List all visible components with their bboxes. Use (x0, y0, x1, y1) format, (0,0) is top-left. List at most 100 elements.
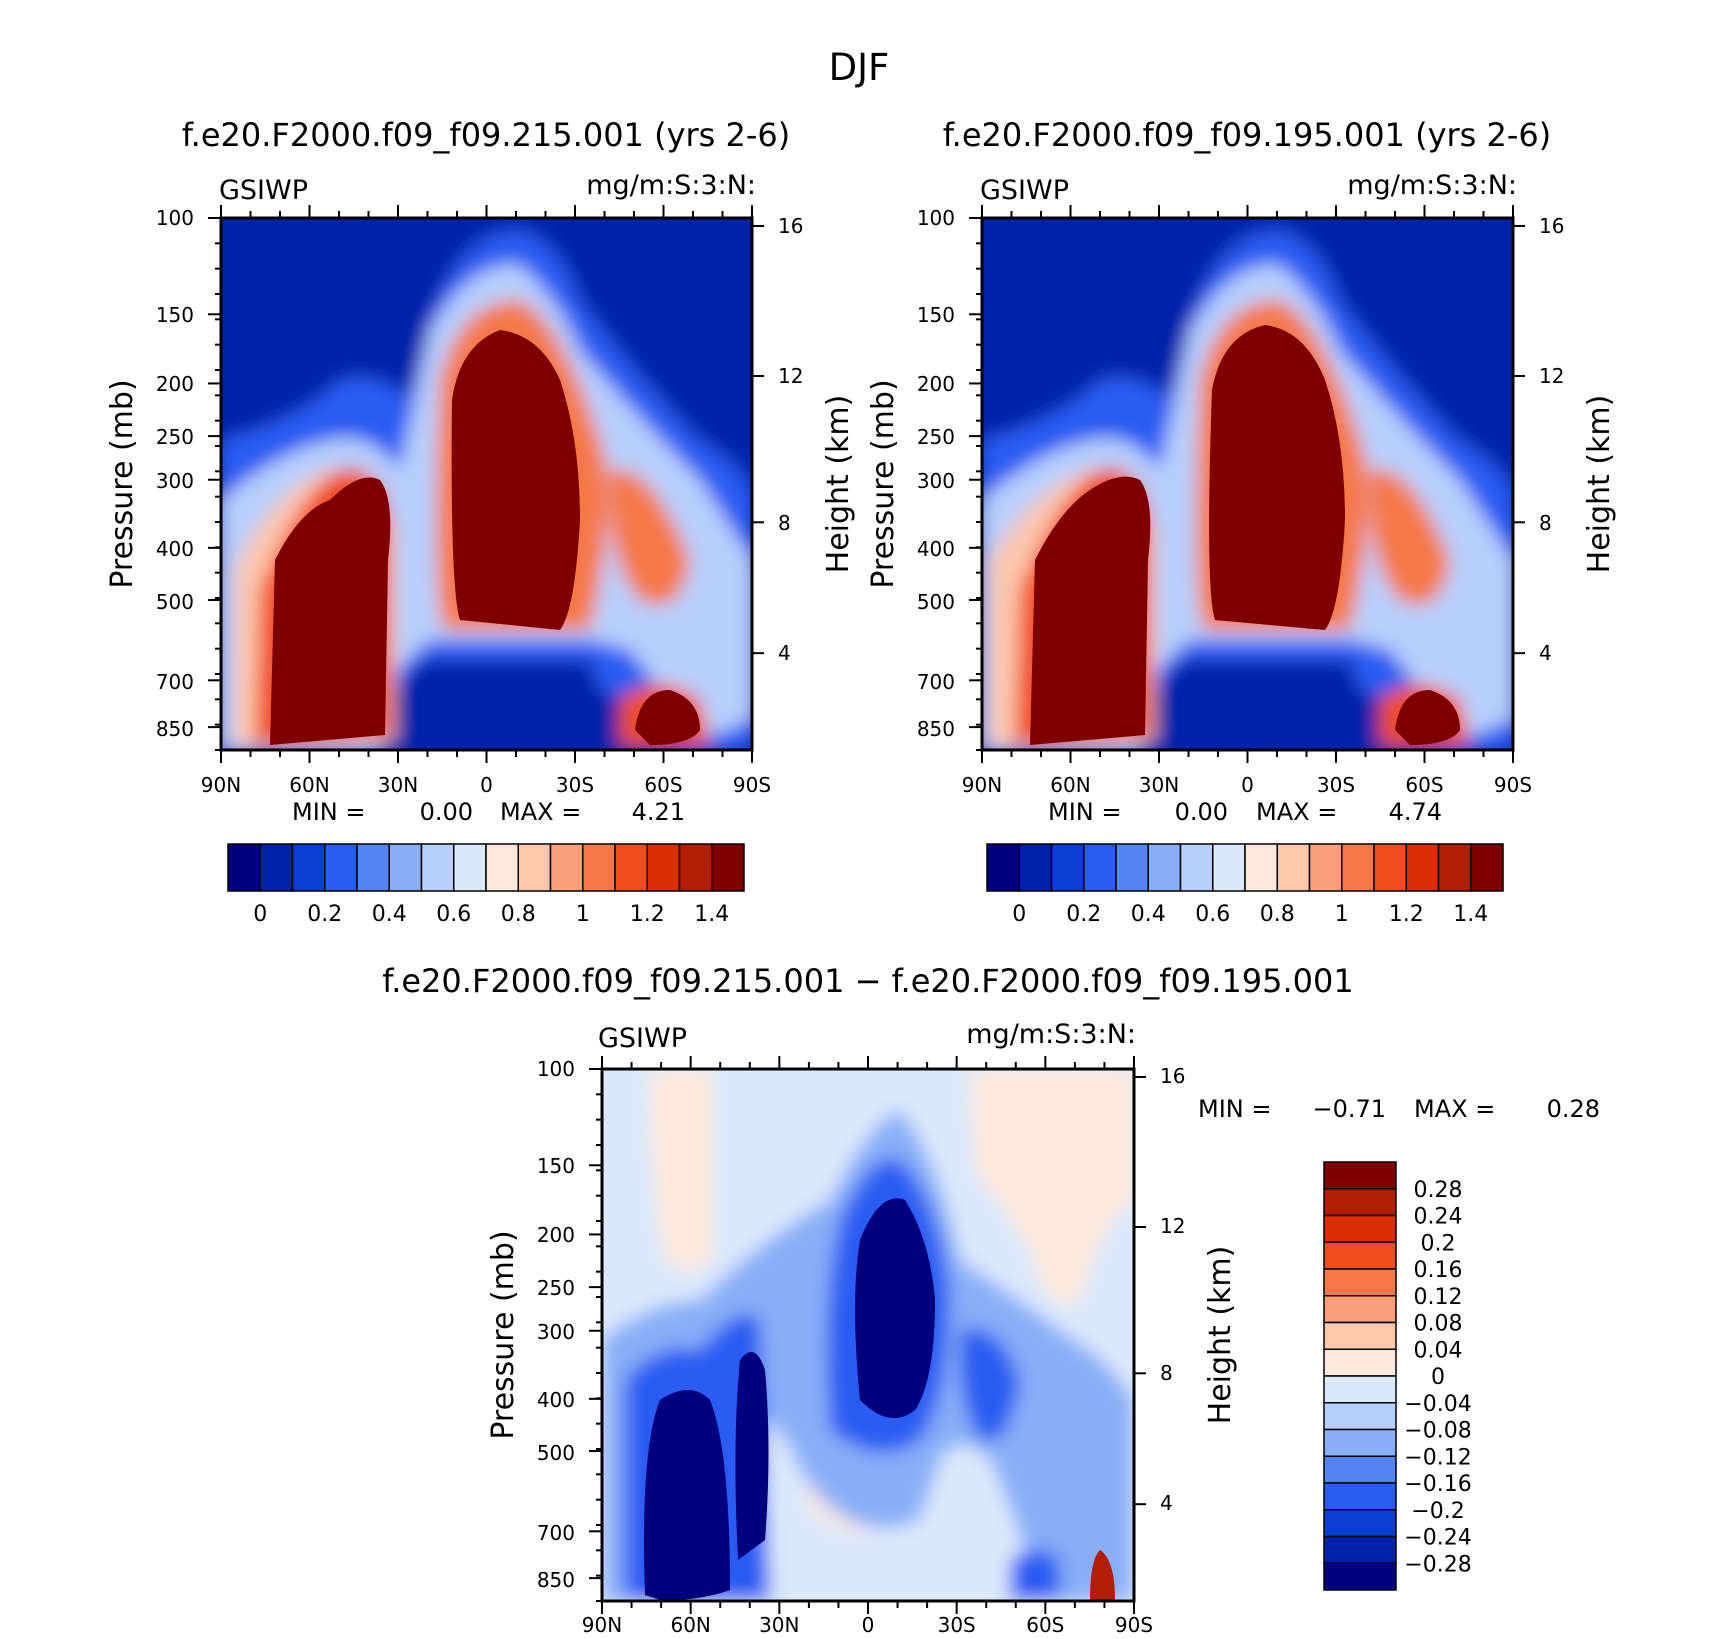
panel-2-x-tick: 60N (1050, 773, 1090, 797)
panel-1-colorbar-box (388, 843, 423, 892)
panel-2-contour-field (982, 218, 1513, 750)
panel-3-x-tick: 30S (938, 1613, 976, 1637)
panel-1-variable-label: GSIWP (219, 175, 308, 206)
panel-3-colorbar-box (1323, 1509, 1397, 1538)
panel-1-x-tick: 30N (378, 773, 418, 797)
panel-1-units-label: mg/m:S:3:N: (586, 170, 756, 201)
panel-1-x-tick: 30S (556, 773, 594, 797)
panel-3-x-tick: 30N (759, 1613, 799, 1637)
panel-1-contour-field (221, 218, 752, 750)
panel-2-y-tick: 850 (917, 717, 955, 741)
panel-3-x-axis: 90N 60N 30N 0 30S 60S 90S (582, 1613, 1153, 1637)
panel-2-colorbar-label: 0.8 (1260, 902, 1295, 927)
panel-3-colorbar-box (1323, 1402, 1397, 1431)
panel-2-colorbar-label: 0.4 (1131, 902, 1166, 927)
panel-1-colorbar-box (356, 843, 390, 892)
panel-2-variable-label: GSIWP (980, 175, 1069, 206)
panel-2-units-label: mg/m:S:3:N: (1347, 170, 1517, 201)
panel-1-colorbar-label: 0.2 (307, 902, 342, 927)
panel-3-y-tick: 850 (537, 1568, 575, 1592)
panel-2-colorbar-box (1179, 843, 1214, 892)
panel-1-x-tick: 60S (644, 773, 682, 797)
panel-2-y-tick: 400 (917, 537, 955, 561)
panel-3-variable-label: GSIWP (598, 1023, 687, 1054)
panel-3-y-tick: 700 (537, 1521, 575, 1545)
panel-2-y-tick: 300 (917, 469, 955, 493)
panel-2-y2-tick: 12 (1539, 364, 1564, 388)
panel-1-y-tick: 300 (156, 469, 194, 493)
panel-1-y-tick: 400 (156, 537, 194, 561)
panel-1-colorbar-box (324, 843, 358, 892)
panel-3-colorbar-box (1323, 1214, 1397, 1243)
panel-1-colorbar-box (646, 843, 681, 892)
panel-1-colorbar-label: 0 (253, 902, 267, 927)
panel-3-min-value: −0.71 (1312, 1095, 1386, 1123)
panel-3-y-tick: 300 (537, 1320, 575, 1344)
panel-1-title: f.e20.F2000.f09_f09.215.001 (yrs 2-6) (182, 116, 791, 154)
panel-3-y-tick: 500 (537, 1441, 575, 1465)
figure-title: DJF (829, 46, 890, 89)
panel-3-y-tick: 200 (537, 1223, 575, 1247)
panel-1-colorbar-box (614, 843, 648, 892)
panel-1-y2-tick: 4 (778, 641, 791, 665)
panel-3-colorbar-box (1323, 1428, 1397, 1457)
panel-1-colorbar-box (453, 843, 487, 892)
panel-3-colorbar-box (1323, 1321, 1397, 1350)
panel-3-y-axis: 100 150 200 250 300 400 500 700 850 16 1… (537, 1057, 1186, 1592)
panel-3-colorbar-label: −0.2 (1411, 1499, 1464, 1524)
panel-1-x-tick: 60N (289, 773, 329, 797)
panel-2-y-axis: 100 150 200 250 300 400 500 700 850 16 1… (917, 206, 1565, 741)
panel-1-x-tick: 90S (733, 773, 771, 797)
panel-3-y2-tick: 12 (1160, 1214, 1185, 1238)
panel-2-x-tick: 90N (962, 773, 1002, 797)
panel-3-units-label: mg/m:S:3:N: (966, 1019, 1136, 1050)
panel-1-colorbar-box (420, 843, 455, 892)
panel-3-y2-tick: 8 (1160, 1361, 1173, 1385)
panel-1-colorbar-label: 1 (576, 902, 590, 927)
panel-2-y2-tick: 4 (1539, 641, 1552, 665)
panel-3-title: f.e20.F2000.f09_f09.215.001 − f.e20.F200… (382, 962, 1354, 1000)
panel-1-x-tick: 0 (480, 773, 493, 797)
panel-1-colorbar-box (259, 843, 294, 892)
panel-2-y-axis-label: Pressure (mb) (866, 379, 901, 588)
panel-1-y-tick: 150 (156, 303, 194, 327)
panel-2: f.e20.F2000.f09_f09.195.001 (yrs 2-6) GS… (866, 116, 1617, 927)
panel-3-x-tick: 90S (1115, 1613, 1153, 1637)
panel-2-x-tick: 30S (1317, 773, 1355, 797)
panel-1-y-axis: 100 150 200 250 300 400 500 700 850 16 1… (156, 206, 804, 741)
panel-1-colorbar-box (711, 843, 745, 892)
panel-2-max-value: 4.74 (1389, 798, 1442, 826)
panel-2-colorbar-box (1405, 843, 1440, 892)
panel-2-colorbar-box (1018, 843, 1053, 892)
panel-1-colorbar-box (582, 843, 616, 892)
panel-3-colorbar-box (1323, 1268, 1397, 1297)
panel-2-x-tick: 30N (1139, 773, 1179, 797)
panel-3-y2-tick: 4 (1160, 1491, 1173, 1515)
panel-3-colorbar-label: 0 (1431, 1365, 1445, 1390)
panel-3-colorbar-label: −0.04 (1404, 1392, 1471, 1417)
panel-1-y-tick: 850 (156, 717, 194, 741)
panel-1-x-axis: 90N 60N 30N 0 30S 60S 90S (201, 773, 771, 797)
panel-3-colorbar: 0.280.240.20.160.120.080.040−0.04−0.08−0… (1323, 1161, 1472, 1591)
panel-1-x-tick: 90N (201, 773, 241, 797)
panel-1-y2-axis-label: Height (km) (821, 395, 856, 574)
panel-1-colorbar-label: 0.8 (501, 902, 536, 927)
panel-1-colorbar-box (227, 843, 261, 892)
panel-2-title: f.e20.F2000.f09_f09.195.001 (yrs 2-6) (943, 116, 1552, 154)
panel-1-y2-tick: 12 (778, 364, 803, 388)
panel-2-colorbar-box (1212, 843, 1246, 892)
panel-1-y2-tick: 16 (778, 214, 803, 238)
panel-3-max-value: 0.28 (1547, 1095, 1600, 1123)
panel-2-y-tick: 700 (917, 670, 955, 694)
panel-2-x-axis: 90N 60N 30N 0 30S 60S 90S (962, 773, 1532, 797)
panel-3-colorbar-label: 0.16 (1414, 1258, 1463, 1283)
panel-3-colorbar-label: 0.04 (1414, 1338, 1463, 1363)
panel-2-colorbar-box (1470, 843, 1504, 892)
panel-2-colorbar-box (1341, 843, 1375, 892)
panel-2-colorbar-label: 1 (1335, 902, 1349, 927)
panel-3-colorbar-box (1323, 1562, 1397, 1591)
panel-2-colorbar: 0 0.2 0.4 0.6 0.8 1 1.2 1.4 (986, 843, 1504, 927)
panel-3-y-tick: 250 (537, 1276, 575, 1300)
panel-2-colorbar-label: 1.2 (1389, 902, 1424, 927)
